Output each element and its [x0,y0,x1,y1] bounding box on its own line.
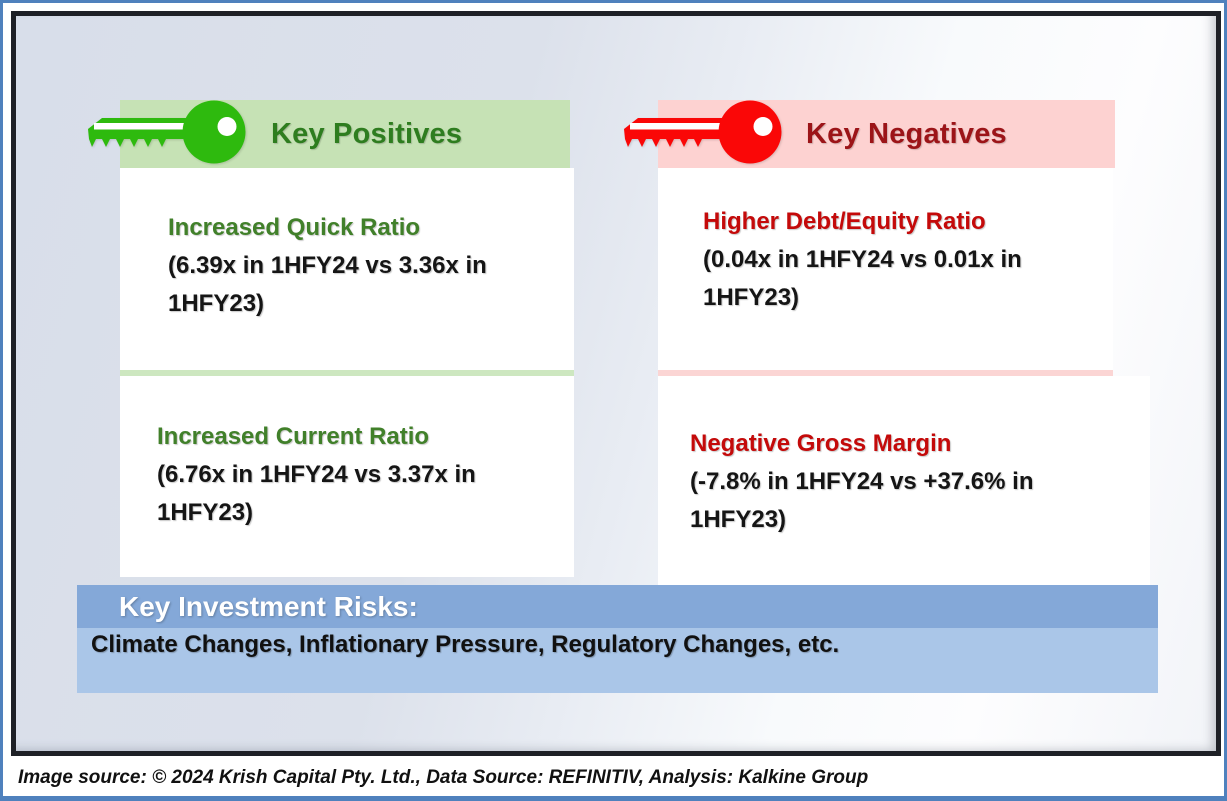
positive-item-detail: (6.76x in 1HFY24 vs 3.37x in 1HFY23) [157,461,476,526]
image-source-credit: Image source: © 2024 Krish Capital Pty. … [18,767,869,788]
negative-item-heading: Higher Debt/Equity Ratio [703,208,986,235]
positive-card-current-ratio: Increased Current Ratio (6.76x in 1HFY24… [120,376,574,577]
investment-risks-detail-bar: Climate Changes, Inflationary Pressure, … [77,628,1158,693]
positive-item-heading: Increased Quick Ratio [168,214,421,241]
red-key-icon [622,96,782,170]
negative-item-heading: Negative Gross Margin [690,430,952,457]
footer-credit-strip: Image source: © 2024 Krish Capital Pty. … [18,760,1208,796]
content-frame: Key Positives Key Negatives Increase [11,11,1221,756]
key-negatives-title: Key Negatives [806,117,1007,150]
green-key-icon [86,96,246,170]
negative-card-gross-margin: Negative Gross Margin (-7.8% in 1HFY24 v… [658,376,1150,585]
pink-divider [658,370,1113,376]
green-divider [120,370,574,376]
investment-risks-title-bar: Key Investment Risks: [77,585,1158,628]
investment-risks-detail: Climate Changes, Inflationary Pressure, … [91,631,840,658]
negative-item-detail: (0.04x in 1HFY24 vs 0.01x in 1HFY23) [703,246,1022,311]
positive-card-quick-ratio: Increased Quick Ratio (6.39x in 1HFY24 v… [120,168,574,370]
positive-item-heading: Increased Current Ratio [157,423,430,450]
positive-item-detail: (6.39x in 1HFY24 vs 3.36x in 1HFY23) [168,252,487,317]
investment-risks-title: Key Investment Risks: [119,590,418,622]
investment-risks-banner: Key Investment Risks: Climate Changes, I… [77,585,1158,693]
negative-card-debt-equity: Higher Debt/Equity Ratio (0.04x in 1HFY2… [658,168,1113,370]
negative-item-detail: (-7.8% in 1HFY24 vs +37.6% in 1HFY23) [690,468,1034,533]
key-positives-title: Key Positives [271,117,463,150]
